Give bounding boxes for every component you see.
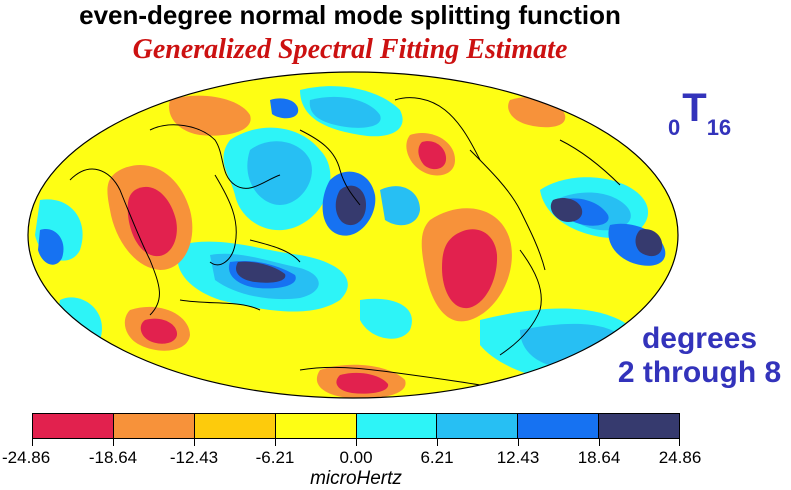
colorbar-tick	[437, 438, 438, 446]
colorbar-swatch	[437, 414, 519, 438]
figure-title: even-degree normal mode splitting functi…	[79, 0, 621, 30]
colorbar-ticks	[32, 438, 680, 448]
colorbar-swatch	[518, 414, 600, 438]
coastlines	[69, 97, 621, 386]
colorbar-tick-label: 24.86	[658, 448, 702, 467]
colorbar-swatch	[275, 414, 357, 438]
colorbar-tick-label: 6.21	[420, 448, 454, 467]
colorbar-tick-labels: -24.86 -18.64 -12.43 -6.21 0.00 6.21 12.43 18.6…	[0, 448, 791, 470]
figure-subtitle: Generalized Spectral Fitting Estimate	[132, 34, 568, 65]
colorbar	[32, 413, 680, 439]
map-field	[28, 72, 678, 398]
colorbar-tick	[113, 438, 114, 446]
mode-angular-degree: 16	[706, 115, 732, 140]
colorbar-tick-label: 12.43	[496, 448, 540, 467]
colorbar-tick-label: -18.64	[88, 448, 138, 467]
degrees-line-1: degrees	[641, 322, 758, 355]
colorbar-tick	[275, 438, 276, 446]
colorbar-swatch	[113, 414, 195, 438]
colorbar-tick-label: -6.21	[255, 448, 295, 467]
colorbar-tick	[356, 438, 357, 446]
colorbar-tick-label: 0.00	[339, 448, 373, 467]
colorbar-units: microHertz	[310, 468, 402, 489]
colorbar-swatch	[599, 414, 679, 438]
colorbar-swatch	[356, 414, 438, 438]
colorbar-tick-label: -12.43	[169, 448, 219, 467]
colorbar-tick	[518, 438, 519, 446]
colorbar-tick	[194, 438, 195, 446]
colorbar-tick	[32, 438, 33, 446]
colorbar-tick-label: 18.64	[577, 448, 621, 467]
colorbar-tick-label: -24.86	[2, 448, 51, 467]
map-outline	[27, 71, 679, 399]
mode-overtone-number: 0	[668, 115, 681, 140]
degrees-label: degrees 2 through 8	[612, 322, 787, 390]
splitting-function-map	[27, 71, 679, 399]
degrees-line-2: 2 through 8	[617, 356, 782, 389]
colorbar-swatch	[194, 414, 276, 438]
mode-type: T	[682, 86, 707, 130]
colorbar-tick	[599, 438, 600, 446]
colorbar-swatch	[33, 414, 114, 438]
colorbar-tick	[679, 438, 680, 446]
mode-label: 0T16	[668, 86, 731, 140]
